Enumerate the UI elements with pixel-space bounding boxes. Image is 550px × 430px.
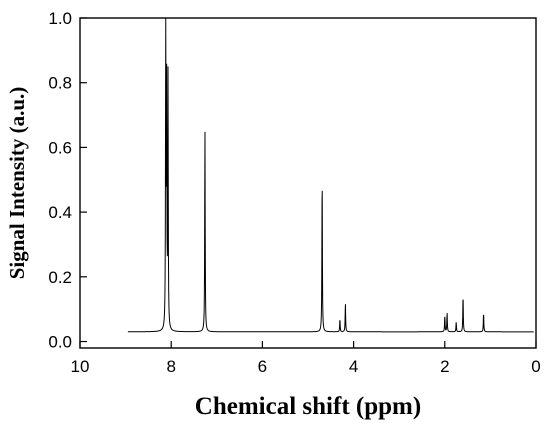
x-tick-label: 8 xyxy=(166,357,175,376)
y-tick-label: 0.8 xyxy=(48,74,72,93)
y-tick-label: 0.2 xyxy=(48,268,72,287)
y-axis-title: Signal Intensity (a.u.) xyxy=(5,87,29,280)
y-axis-ticks: 0.0 0.2 0.4 0.6 0.8 1.0 xyxy=(48,9,87,352)
y-tick-label: 0.4 xyxy=(48,203,72,222)
x-tick-label: 4 xyxy=(349,357,358,376)
x-axis-title: Chemical shift (ppm) xyxy=(195,393,421,420)
x-tick-label: 6 xyxy=(258,357,267,376)
y-tick-label: 0.6 xyxy=(48,138,72,157)
x-axis-ticks: 10 8 6 4 2 0 xyxy=(71,341,541,376)
spectrum-line xyxy=(127,18,534,333)
plot-frame xyxy=(79,17,537,349)
y-tick-label: 1.0 xyxy=(48,9,72,28)
x-tick-label: 2 xyxy=(440,357,449,376)
y-tick-label: 0.0 xyxy=(48,333,72,352)
x-tick-label: 10 xyxy=(71,357,90,376)
x-tick-label: 0 xyxy=(531,357,540,376)
